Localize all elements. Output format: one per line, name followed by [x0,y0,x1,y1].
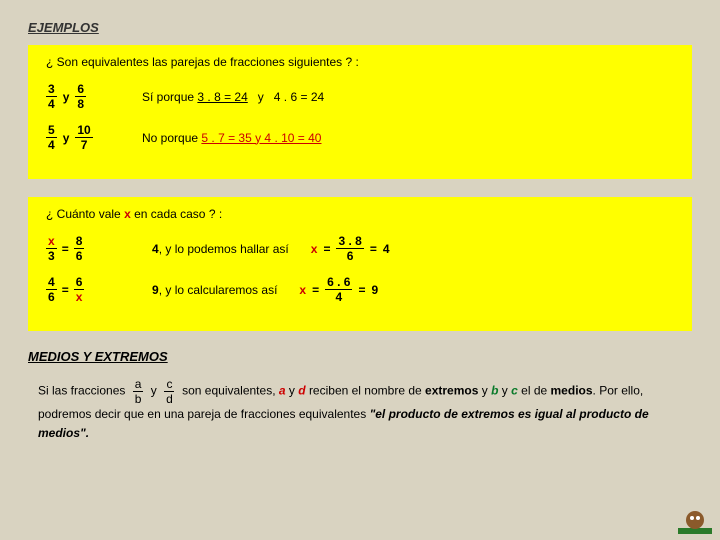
numerator: 3 . 8 [336,235,363,249]
denominator: x [74,290,85,303]
numerator: 6 [75,83,86,97]
numerator: 8 [74,235,85,249]
section-title-medios: MEDIOS Y EXTREMOS [28,349,692,364]
denominator: 6 [46,290,57,303]
conj-y: y [63,90,70,104]
paragraph-medios: Si las fracciones a b y c d son equivale… [28,378,692,443]
denominator: 3 [46,249,57,262]
denominator: 6 [345,249,356,262]
explanation: 4, y lo podemos hallar así [152,242,289,256]
numerator: 3 [46,83,57,97]
question-2: ¿ Cuánto vale x en cada caso ? : [46,207,674,221]
denominator: b [133,392,144,405]
equation: x3 = 86 [46,235,126,262]
denominator: d [164,392,175,405]
explanation: Sí porque 3 . 8 = 24 y 4 . 6 = 24 [142,90,324,104]
equals: = [62,283,69,297]
explanation: 9, y lo calcularemos así [152,283,277,297]
example-box-1: ¿ Son equivalentes las parejas de fracci… [28,45,692,179]
solve-row: 46 = 6x 9, y lo calcularemos así x= 6 . … [46,276,674,303]
fraction-pair: 54 y 107 [46,124,116,151]
denominator: 7 [79,138,90,151]
corner-logo-icon [678,506,712,534]
denominator: 4 [333,290,344,303]
example-row: 34 y 68 Sí porque 3 . 8 = 24 y 4 . 6 = 2… [46,83,674,110]
section-title-ejemplos: EJEMPLOS [28,20,692,35]
numerator: 5 [46,124,57,138]
solve-row: x3 = 86 4, y lo podemos hallar así x= 3 … [46,235,674,262]
example-row: 54 y 107 No porque 5 . 7 = 35 y 4 . 10 =… [46,124,674,151]
example-box-2: ¿ Cuánto vale x en cada caso ? : x3 = 86… [28,197,692,331]
denominator: 8 [75,97,86,110]
denominator: 4 [46,138,57,151]
numerator: 6 . 6 [325,276,352,290]
calculation: x= 6 . 64 =9 [299,276,378,303]
equation: 46 = 6x [46,276,126,303]
explanation: No porque 5 . 7 = 35 y 4 . 10 = 40 [142,131,321,145]
equals: = [62,242,69,256]
numerator: c [164,378,174,392]
question-1: ¿ Son equivalentes las parejas de fracci… [46,55,674,69]
numerator: x [46,235,57,249]
denominator: 4 [46,97,57,110]
numerator: a [133,378,144,392]
numerator: 10 [75,124,92,138]
numerator: 4 [46,276,57,290]
calculation: x= 3 . 86 =4 [311,235,390,262]
numerator: 6 [74,276,85,290]
fraction-pair: 34 y 68 [46,83,116,110]
denominator: 6 [74,249,85,262]
conj-y: y [63,131,70,145]
